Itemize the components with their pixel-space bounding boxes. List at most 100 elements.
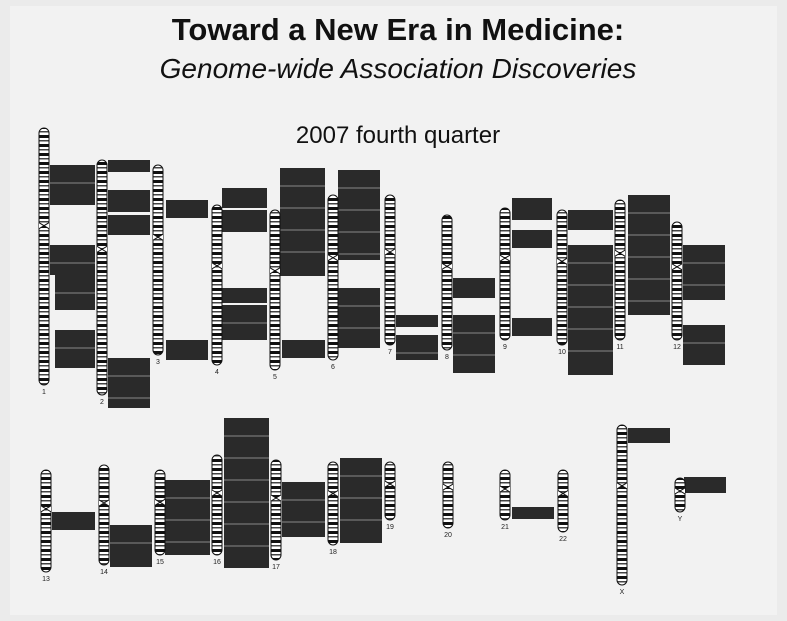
chromosome-label: 7 (388, 349, 392, 356)
chromosome-label: 13 (42, 576, 50, 583)
chromosome (441, 214, 453, 351)
association-block (512, 507, 554, 519)
association-block (453, 315, 495, 373)
chromosome (152, 164, 164, 356)
association-block (50, 165, 95, 205)
centromere (557, 490, 569, 497)
chromosome-label: 19 (386, 524, 394, 531)
association-block (222, 210, 267, 232)
chromosome (96, 159, 108, 396)
association-block (280, 168, 325, 276)
association-block (628, 195, 670, 315)
association-block (52, 512, 95, 530)
chromosome (499, 469, 511, 521)
chromosome (211, 204, 223, 366)
association-block (568, 245, 613, 375)
chromosome (499, 207, 511, 341)
association-block (512, 318, 552, 336)
centromere (499, 485, 511, 493)
chromosome (556, 209, 568, 346)
chromosome (40, 469, 52, 573)
association-block (568, 210, 613, 230)
chromosome-label: 12 (673, 344, 681, 351)
chromosome (211, 454, 223, 556)
association-block (282, 482, 325, 537)
association-block (628, 428, 670, 443)
association-block (282, 340, 325, 358)
association-block (55, 330, 95, 368)
centromere (384, 480, 396, 488)
chromosome (614, 199, 626, 341)
chromosome (327, 461, 339, 546)
centromere (556, 257, 568, 265)
association-block (108, 215, 150, 235)
association-block (108, 190, 150, 212)
period: 2007 fourth quarter (296, 122, 500, 149)
association-block (224, 418, 269, 568)
chromosome-label: 4 (215, 369, 219, 376)
chromosome (384, 194, 396, 346)
association-block (222, 188, 267, 208)
centromere (616, 482, 628, 490)
centromere (614, 249, 626, 257)
chromosome-label: 18 (329, 549, 337, 556)
chromosome-label: X (620, 589, 625, 596)
chromosome (674, 477, 686, 513)
chromosome (154, 469, 166, 556)
title: Toward a New Era in Medicine: (172, 12, 624, 47)
centromere (327, 490, 339, 497)
chromosome (384, 461, 396, 521)
chromosome-label: 20 (444, 532, 452, 539)
chromosome (557, 469, 569, 533)
centromere (671, 263, 683, 271)
centromere (154, 498, 166, 506)
chromosome-label: 1 (42, 389, 46, 396)
chromosome (616, 424, 628, 586)
association-block (222, 288, 267, 303)
centromere (98, 499, 110, 507)
chromosome-label: 21 (501, 524, 509, 531)
centromere (327, 254, 339, 262)
centromere (152, 233, 164, 241)
centromere (211, 489, 223, 497)
chromosome (327, 194, 339, 361)
chromosome-label: Y (678, 516, 683, 523)
association-block (684, 477, 726, 493)
centromere (96, 245, 108, 253)
association-block (396, 315, 438, 327)
association-block (50, 245, 95, 275)
centromere (384, 248, 396, 256)
association-block (338, 288, 380, 348)
association-block (166, 340, 208, 360)
association-block (165, 480, 210, 555)
centromere (270, 494, 282, 502)
chromosome-label: 3 (156, 359, 160, 366)
chromosome (270, 459, 282, 561)
association-block (338, 170, 380, 260)
chromosome (98, 464, 110, 566)
chromosome (269, 209, 281, 371)
association-block (108, 160, 150, 172)
centromere (38, 222, 50, 230)
association-block (512, 198, 552, 220)
centromere (442, 483, 454, 491)
chromosome (38, 127, 50, 386)
centromere (269, 267, 281, 275)
chromosome-label: 8 (445, 354, 449, 361)
association-block (166, 200, 208, 218)
chromosome-label: 9 (503, 344, 507, 351)
centromere (674, 487, 686, 495)
chromosome-label: 22 (559, 536, 567, 543)
chromosome-label: 16 (213, 559, 221, 566)
association-block (453, 278, 495, 298)
association-block (512, 230, 552, 248)
centromere (441, 262, 453, 270)
chromosome (442, 461, 454, 529)
chromosome (671, 221, 683, 341)
chromosome-label: 5 (273, 374, 277, 381)
centromere (40, 505, 52, 513)
association-block (110, 525, 152, 567)
association-block (683, 325, 725, 365)
subtitle: Genome-wide Association Discoveries (160, 53, 637, 84)
